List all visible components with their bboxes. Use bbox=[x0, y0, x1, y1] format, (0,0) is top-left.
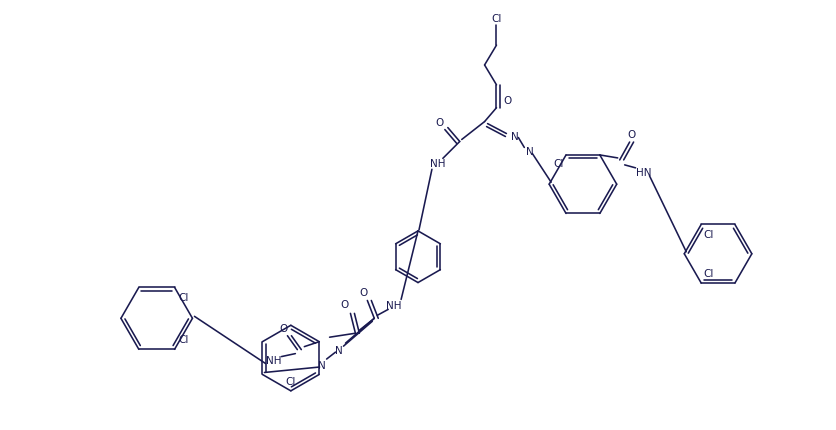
Text: HN: HN bbox=[635, 167, 650, 178]
Text: NH: NH bbox=[430, 159, 445, 169]
Text: O: O bbox=[436, 117, 443, 127]
Text: O: O bbox=[627, 130, 635, 140]
Text: NH: NH bbox=[386, 301, 401, 311]
Text: N: N bbox=[318, 360, 325, 370]
Text: Cl: Cl bbox=[702, 230, 712, 240]
Text: O: O bbox=[502, 95, 511, 105]
Text: Cl: Cl bbox=[178, 335, 189, 344]
Text: Cl: Cl bbox=[491, 14, 501, 24]
Text: N: N bbox=[526, 147, 533, 157]
Text: N: N bbox=[334, 345, 342, 355]
Text: Cl: Cl bbox=[178, 292, 189, 303]
Text: Cl: Cl bbox=[553, 159, 563, 169]
Text: N: N bbox=[510, 131, 517, 141]
Text: O: O bbox=[359, 287, 367, 297]
Text: Cl: Cl bbox=[702, 268, 712, 278]
Text: NH: NH bbox=[266, 355, 281, 365]
Text: O: O bbox=[340, 300, 348, 310]
Text: Cl: Cl bbox=[285, 376, 296, 386]
Text: O: O bbox=[279, 323, 288, 333]
